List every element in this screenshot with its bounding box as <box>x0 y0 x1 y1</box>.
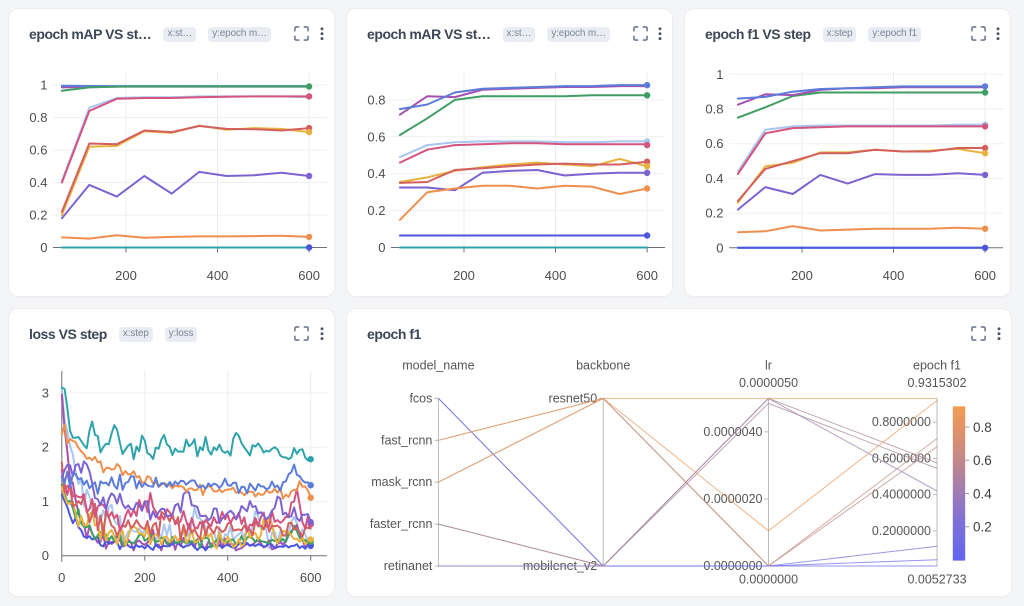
svg-text:0.8: 0.8 <box>705 102 723 117</box>
svg-text:0.6: 0.6 <box>705 136 723 151</box>
svg-text:200: 200 <box>115 268 137 283</box>
svg-text:mask_rcnn: mask_rcnn <box>371 475 432 489</box>
svg-text:600: 600 <box>298 268 320 283</box>
svg-text:0.0000020: 0.0000020 <box>703 492 762 506</box>
svg-text:resnet50: resnet50 <box>548 391 597 405</box>
svg-text:0.0000050: 0.0000050 <box>738 376 797 390</box>
svg-text:0: 0 <box>716 240 723 255</box>
svg-text:0: 0 <box>58 570 65 585</box>
svg-text:600: 600 <box>300 570 322 585</box>
svg-text:1: 1 <box>716 67 723 82</box>
svg-text:400: 400 <box>207 268 229 283</box>
svg-text:0.2: 0.2 <box>973 520 992 535</box>
svg-text:0.0000040: 0.0000040 <box>703 425 762 439</box>
svg-text:0: 0 <box>40 240 47 255</box>
svg-text:200: 200 <box>134 570 156 585</box>
svg-text:0.6: 0.6 <box>973 453 992 468</box>
svg-text:0.8: 0.8 <box>973 420 992 435</box>
svg-text:fcos: fcos <box>409 391 432 405</box>
svg-text:1: 1 <box>40 78 47 93</box>
svg-text:0.9315302: 0.9315302 <box>907 376 966 390</box>
svg-text:0.8000000: 0.8000000 <box>871 415 930 429</box>
svg-text:0.6000000: 0.6000000 <box>871 451 930 465</box>
svg-text:0.0052733: 0.0052733 <box>907 573 966 587</box>
svg-text:epoch f1: epoch f1 <box>913 359 961 373</box>
svg-text:0.4: 0.4 <box>973 486 992 501</box>
svg-text:0.2: 0.2 <box>705 206 723 221</box>
svg-text:0.4: 0.4 <box>367 166 385 181</box>
svg-text:faster_rcnn: faster_rcnn <box>369 517 432 531</box>
svg-text:200: 200 <box>791 268 813 283</box>
svg-text:retinanet: retinanet <box>383 559 432 573</box>
svg-text:2: 2 <box>42 440 49 455</box>
svg-text:0.8: 0.8 <box>367 92 385 107</box>
svg-text:0: 0 <box>42 548 49 563</box>
svg-text:200: 200 <box>453 268 475 283</box>
svg-text:0: 0 <box>378 240 385 255</box>
svg-text:0.4000000: 0.4000000 <box>871 488 930 502</box>
svg-text:0.6: 0.6 <box>367 129 385 144</box>
svg-text:0.2: 0.2 <box>367 203 385 218</box>
svg-text:600: 600 <box>974 268 996 283</box>
svg-text:0.6: 0.6 <box>29 143 47 158</box>
svg-text:model_name: model_name <box>402 359 474 373</box>
svg-text:400: 400 <box>544 268 566 283</box>
svg-text:1: 1 <box>42 494 49 509</box>
svg-text:0.4: 0.4 <box>29 175 47 190</box>
svg-text:3: 3 <box>42 386 49 401</box>
svg-text:backbone: backbone <box>576 359 630 373</box>
svg-text:400: 400 <box>217 570 239 585</box>
svg-text:0.0000000: 0.0000000 <box>738 573 797 587</box>
svg-text:0.2000000: 0.2000000 <box>871 524 930 538</box>
svg-text:0.2: 0.2 <box>29 208 47 223</box>
svg-text:600: 600 <box>636 268 658 283</box>
svg-text:lr: lr <box>765 359 772 373</box>
svg-text:0.8: 0.8 <box>29 110 47 125</box>
svg-text:fast_rcnn: fast_rcnn <box>380 433 431 447</box>
svg-text:0.4: 0.4 <box>705 171 723 186</box>
svg-text:400: 400 <box>882 268 904 283</box>
